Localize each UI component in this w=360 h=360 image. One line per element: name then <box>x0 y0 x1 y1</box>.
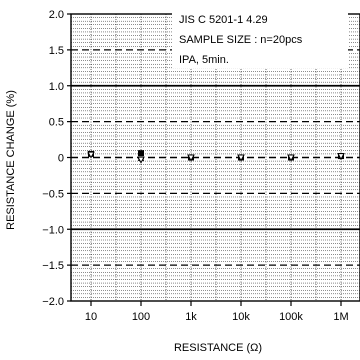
data-point-triangle <box>287 154 295 162</box>
y-tick-label: 1.5 <box>49 45 64 57</box>
fine-grid <box>71 17 360 298</box>
y-tick-label: 1.0 <box>49 81 64 93</box>
y-tick-label: 0 <box>58 153 64 165</box>
limit-lines <box>71 49 360 266</box>
data-point-triangle <box>87 151 95 159</box>
x-axis-label: RESISTANCE (Ω) <box>174 342 262 354</box>
data-point-triangle <box>187 154 195 162</box>
data-point-square <box>138 150 144 157</box>
y-tick-label: 0.5 <box>49 117 64 129</box>
y-tick-label: −1.5 <box>42 260 64 272</box>
data-point-triangle <box>337 153 345 161</box>
y-axis-label: RESISTANCE CHANGE (%) <box>5 90 17 230</box>
annotation-line-2: SAMPLE SIZE : n=20pcs <box>179 34 303 46</box>
x-tick-labels: 10 100 1k 10k 100k 1M <box>85 311 349 323</box>
data-point-triangle <box>237 154 245 162</box>
annotation-line-3: IPA, 5min. <box>179 54 229 66</box>
annotation-background <box>172 9 348 68</box>
data-point-triangle <box>137 156 145 164</box>
x-tick-label: 10 <box>85 311 97 323</box>
annotation-box: JIS C 5201-1 4.29 SAMPLE SIZE : n=20pcs … <box>172 9 348 68</box>
y-tick-labels: 2.0 1.5 1.0 0.5 0 −0.5 −1.0 −1.5 −2.0 <box>42 9 64 308</box>
x-tick-label: 1k <box>185 311 197 323</box>
x-tick-label: 100 <box>132 311 150 323</box>
x-tick-label: 10k <box>232 311 250 323</box>
x-tick-label: 100k <box>279 311 303 323</box>
x-tick-label: 1M <box>333 311 348 323</box>
y-tick-label: −1.0 <box>42 224 64 236</box>
y-tick-label: −0.5 <box>42 188 64 200</box>
y-tick-label: 2.0 <box>49 9 64 21</box>
y-tick-label: −2.0 <box>42 296 64 308</box>
data-points <box>87 150 345 164</box>
annotation-line-1: JIS C 5201-1 4.29 <box>179 14 268 26</box>
